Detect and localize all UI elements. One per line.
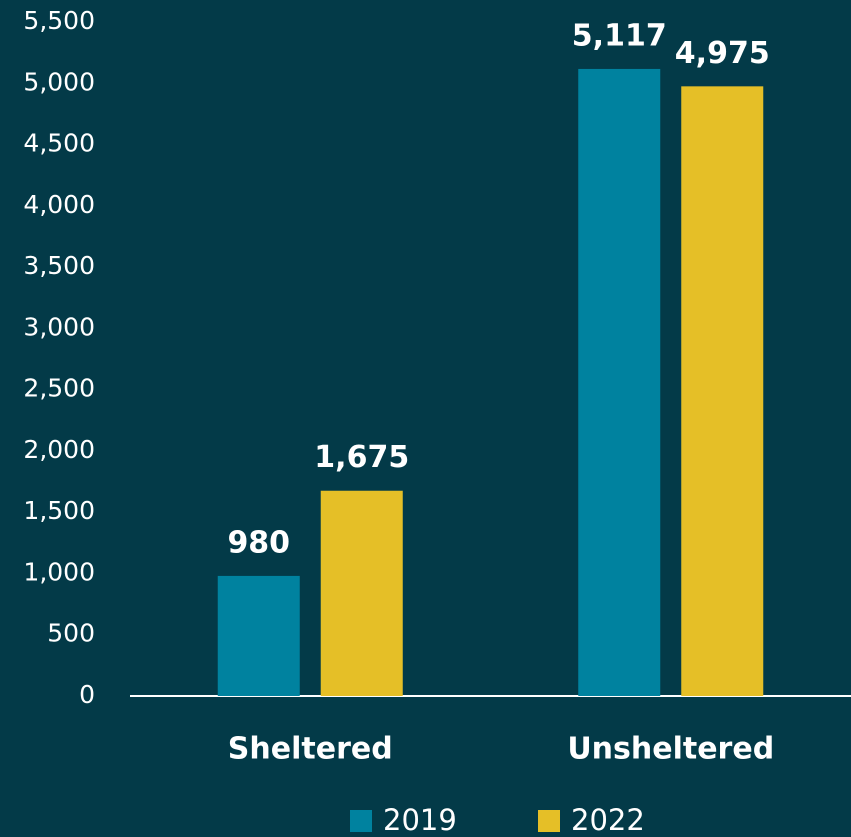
- legend-swatch: [350, 810, 372, 832]
- y-tick-label: 500: [47, 619, 95, 648]
- y-tick-label: 5,000: [23, 67, 95, 96]
- y-tick-label: 4,000: [23, 190, 95, 219]
- y-tick-label: 2,000: [23, 435, 95, 464]
- y-tick-label: 5,500: [23, 6, 95, 35]
- value-label: 4,975: [675, 36, 770, 71]
- y-tick-label: 4,500: [23, 129, 95, 158]
- bar: [681, 86, 764, 696]
- legend-label: 2022: [571, 803, 645, 837]
- bar: [217, 575, 300, 696]
- bar: [320, 490, 403, 696]
- y-tick-label: 3,000: [23, 312, 95, 341]
- x-tick-label: Sheltered: [228, 732, 393, 767]
- y-tick-label: 1,000: [23, 557, 95, 586]
- y-tick-label: 2,500: [23, 374, 95, 403]
- value-label: 980: [227, 525, 290, 560]
- legend-swatch: [538, 810, 560, 832]
- y-tick-label: 0: [79, 680, 95, 709]
- value-label: 5,117: [572, 18, 667, 53]
- x-tick-label: Unsheltered: [567, 732, 774, 767]
- y-tick-label: 1,500: [23, 496, 95, 525]
- legend-label: 2019: [383, 803, 457, 837]
- value-label: 1,675: [314, 440, 409, 475]
- bar: [578, 68, 661, 696]
- y-tick-label: 3,500: [23, 251, 95, 280]
